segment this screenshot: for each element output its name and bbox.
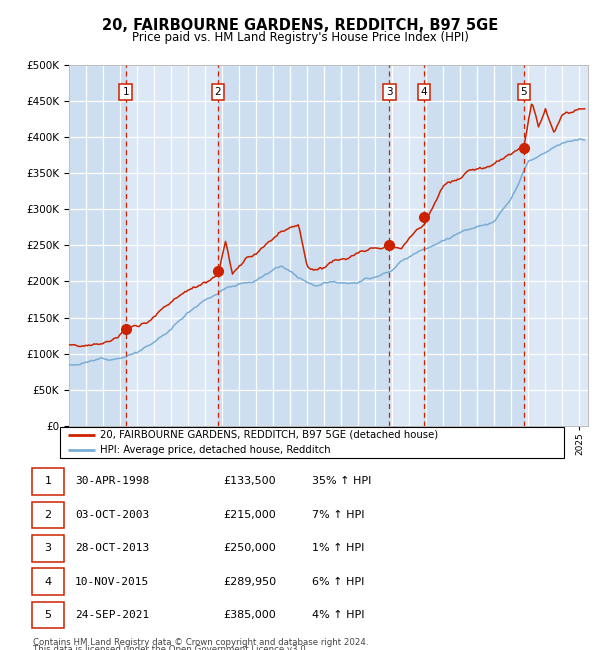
Text: 10-NOV-2015: 10-NOV-2015: [75, 577, 149, 587]
Text: £250,000: £250,000: [223, 543, 276, 553]
Text: 4% ↑ HPI: 4% ↑ HPI: [312, 610, 365, 620]
Text: 24-SEP-2021: 24-SEP-2021: [75, 610, 149, 620]
Text: HPI: Average price, detached house, Redditch: HPI: Average price, detached house, Redd…: [100, 445, 331, 456]
Text: 3: 3: [386, 86, 393, 97]
Bar: [424, 65, 524, 426]
Text: £289,950: £289,950: [223, 577, 276, 587]
Text: 7% ↑ HPI: 7% ↑ HPI: [312, 510, 365, 520]
Text: £385,000: £385,000: [223, 610, 276, 620]
Text: Contains HM Land Registry data © Crown copyright and database right 2024.: Contains HM Land Registry data © Crown c…: [33, 638, 368, 647]
Text: This data is licensed under the Open Government Licence v3.0.: This data is licensed under the Open Gov…: [33, 645, 308, 650]
Text: 1: 1: [122, 86, 129, 97]
Text: 03-OCT-2003: 03-OCT-2003: [75, 510, 149, 520]
Text: 28-OCT-2013: 28-OCT-2013: [75, 543, 149, 553]
Text: 3: 3: [44, 543, 52, 553]
Text: 30-APR-1998: 30-APR-1998: [75, 476, 149, 486]
Text: £215,000: £215,000: [223, 510, 276, 520]
Text: £133,500: £133,500: [223, 476, 276, 486]
Text: 6% ↑ HPI: 6% ↑ HPI: [312, 577, 364, 587]
Text: 20, FAIRBOURNE GARDENS, REDDITCH, B97 5GE: 20, FAIRBOURNE GARDENS, REDDITCH, B97 5G…: [102, 18, 498, 33]
Text: 2: 2: [44, 510, 52, 520]
Text: 20, FAIRBOURNE GARDENS, REDDITCH, B97 5GE (detached house): 20, FAIRBOURNE GARDENS, REDDITCH, B97 5G…: [100, 430, 439, 440]
Text: 5: 5: [521, 86, 527, 97]
Bar: [218, 65, 389, 426]
Text: 1% ↑ HPI: 1% ↑ HPI: [312, 543, 364, 553]
Text: 5: 5: [44, 610, 52, 620]
Text: 1: 1: [44, 476, 52, 486]
Bar: [69, 65, 125, 426]
Text: 2: 2: [215, 86, 221, 97]
Text: 35% ↑ HPI: 35% ↑ HPI: [312, 476, 371, 486]
Text: 4: 4: [421, 86, 427, 97]
Text: 4: 4: [44, 577, 52, 587]
Text: Price paid vs. HM Land Registry's House Price Index (HPI): Price paid vs. HM Land Registry's House …: [131, 31, 469, 44]
